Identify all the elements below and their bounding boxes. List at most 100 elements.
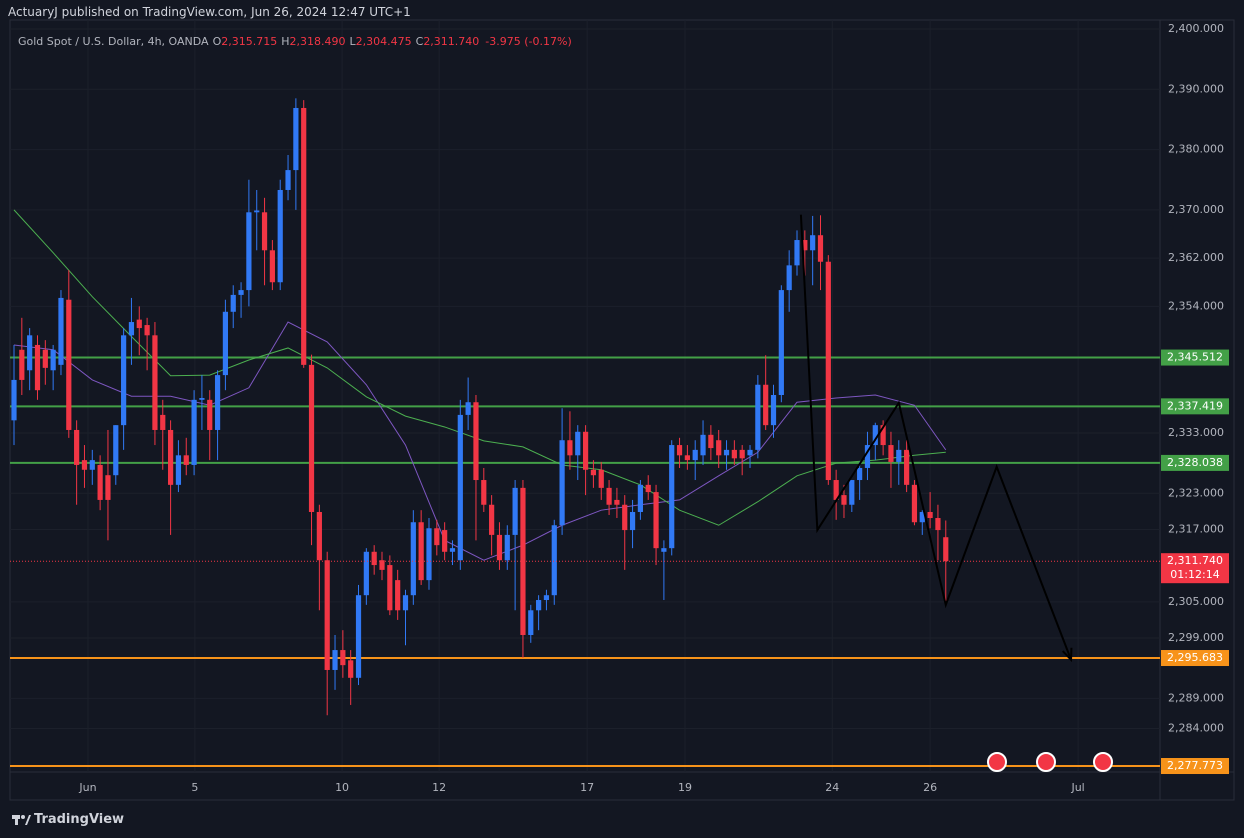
candle-body	[943, 537, 949, 562]
candle-body	[481, 480, 487, 505]
candle-body	[825, 261, 831, 481]
candle-body	[58, 297, 64, 365]
y-tick-label: 2,323.000	[1168, 486, 1224, 499]
candle-body	[11, 379, 17, 421]
event-flag[interactable]	[1093, 752, 1113, 772]
y-tick-label: 2,333.000	[1168, 426, 1224, 439]
ohlc-value: 2,311.740	[423, 35, 480, 48]
candle-body	[355, 595, 362, 678]
candle-body	[160, 414, 166, 430]
candle-body	[379, 560, 385, 570]
candle-body	[614, 499, 620, 505]
event-icons	[987, 752, 1113, 772]
x-tick-label: Jun	[78, 781, 96, 794]
candle-body	[74, 429, 80, 465]
x-tick-label: 24	[825, 781, 839, 794]
candle-body	[191, 399, 197, 465]
y-tick-label: 2,380.000	[1168, 143, 1224, 156]
candle-body	[136, 319, 142, 329]
x-tick-label: 12	[432, 781, 446, 794]
candle-body	[105, 475, 111, 500]
arrow-head	[1061, 647, 1073, 663]
ohlc-value: 2,318.490	[289, 35, 346, 48]
candle-body	[575, 431, 581, 456]
candle-body	[316, 511, 322, 561]
candle-body	[66, 299, 72, 430]
candle-body	[121, 335, 127, 426]
candle-body	[716, 440, 722, 456]
candle-body	[426, 528, 432, 581]
candle-body	[199, 398, 205, 400]
candle-body	[442, 530, 448, 552]
candle-body	[410, 522, 416, 596]
candle-body	[802, 240, 808, 251]
candle-body	[465, 402, 471, 415]
candle-body	[144, 325, 150, 336]
y-tick-label: 2,390.000	[1168, 82, 1224, 95]
candle-body	[457, 414, 463, 561]
candle-body	[246, 212, 252, 291]
candle-body	[449, 548, 456, 552]
candle-body	[512, 487, 518, 535]
trend-drawing	[799, 214, 1072, 661]
tv-logo	[12, 815, 31, 825]
candle-body	[89, 460, 95, 470]
ohlc-value: 2,315.715	[221, 35, 278, 48]
candle-body	[669, 445, 675, 549]
candle-body	[637, 484, 643, 512]
candle-body	[261, 212, 268, 251]
candle-body	[896, 449, 902, 462]
candle-body	[731, 449, 737, 459]
symbol: Gold Spot / U.S. Dollar, 4h, OANDA	[18, 35, 209, 48]
level-label-box	[1161, 650, 1229, 667]
y-tick-label: 2,289.000	[1168, 691, 1224, 704]
candle-body	[841, 495, 847, 505]
candle-body	[348, 660, 354, 678]
candle-body	[19, 349, 25, 380]
candle-body	[81, 460, 88, 470]
ohlc-key: L	[349, 35, 356, 48]
y-tick-label: 2,362.000	[1168, 251, 1224, 264]
candle-body	[645, 484, 651, 493]
candle-body	[872, 425, 878, 446]
moving-average	[13, 321, 947, 561]
candle-body	[849, 480, 855, 505]
candle-body	[528, 610, 534, 635]
candle-body	[794, 240, 800, 266]
candle-body	[911, 484, 918, 523]
candle-body	[230, 294, 236, 312]
candle-body	[927, 511, 933, 519]
candle-body	[293, 107, 299, 171]
y-tick-label: 2,354.000	[1168, 299, 1224, 312]
y-tick-label: 2,400.000	[1168, 22, 1224, 35]
level-label: 2,295.683	[1167, 651, 1223, 664]
x-tick-label: 5	[191, 781, 198, 794]
candle-body	[810, 235, 816, 251]
candle-body	[520, 487, 526, 635]
candle-body	[254, 210, 260, 213]
last-price-box	[1161, 553, 1229, 584]
candle-body	[661, 548, 667, 552]
candle-body	[676, 445, 683, 456]
candle-body	[755, 384, 761, 450]
candle-body	[402, 595, 409, 611]
event-flag[interactable]	[987, 752, 1007, 772]
candle-body	[183, 455, 189, 465]
candle-body	[770, 395, 777, 426]
candle-body	[919, 511, 925, 523]
ohlc-key: O	[212, 35, 222, 48]
candle-body	[285, 170, 291, 190]
candle-body	[551, 525, 557, 596]
candle-body	[880, 425, 886, 446]
candle-body	[308, 364, 315, 512]
level-label-box	[1161, 349, 1229, 366]
level-label-box	[1161, 758, 1229, 775]
candle-body	[238, 290, 244, 295]
y-tick-label: 2,317.000	[1168, 522, 1224, 535]
candle-body	[888, 445, 894, 462]
event-flag[interactable]	[1036, 752, 1056, 772]
candle-body	[473, 402, 479, 481]
candle-body	[222, 311, 229, 376]
candle-body	[536, 600, 542, 611]
